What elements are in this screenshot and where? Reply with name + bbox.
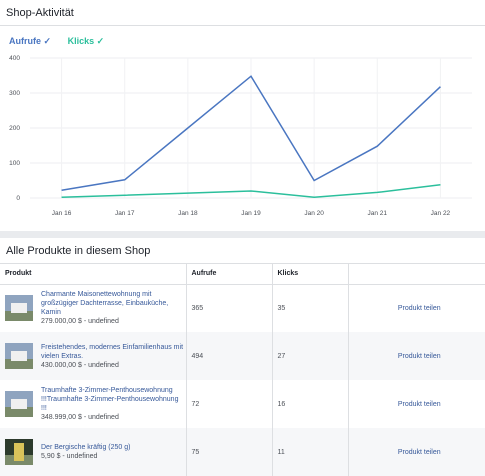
x-tick-label: Jan 16	[52, 210, 72, 217]
x-tick-label: Jan 18	[178, 210, 198, 217]
activity-title: Shop-Aktivität	[0, 0, 485, 26]
clicks-cell: 16	[272, 380, 349, 428]
y-tick-label: 200	[9, 125, 20, 132]
clicks-cell: 35	[272, 284, 349, 332]
column-header-views[interactable]: Aufrufe	[186, 264, 273, 285]
check-icon: ✓	[96, 36, 105, 46]
product-thumbnail[interactable]	[5, 391, 33, 417]
x-tick-label: Jan 20	[304, 210, 324, 217]
product-price: 279.000,00 $ - undefined	[41, 318, 119, 326]
product-price: 430.000,00 $ - undefined	[41, 361, 119, 369]
legend-clicks-label: Klicks	[67, 36, 95, 46]
product-thumbnail[interactable]	[5, 295, 33, 322]
column-header-actions	[348, 264, 485, 285]
share-product-link[interactable]: Produkt teilen	[348, 332, 485, 380]
products-table: Produkt Aufrufe Klicks Charmante Maisone…	[0, 264, 485, 476]
table-row: Traumhafte 3-Zimmer-Penthousewohnung !!!…	[0, 380, 485, 428]
products-panel: Alle Produkte in diesem Shop Produkt Auf…	[0, 238, 485, 476]
share-product-link[interactable]: Produkt teilen	[397, 400, 441, 408]
legend-views-label: Aufrufe	[9, 36, 41, 46]
product-thumbnail[interactable]	[5, 439, 33, 465]
product-thumbnail[interactable]	[5, 343, 33, 369]
products-title: Alle Produkte in diesem Shop	[0, 238, 485, 264]
series-line-clicks	[61, 183, 441, 199]
activity-line-chart: 0 100 200 300 400 Jan 16 Jan 17 Jan 18 Jan 19 Jan…	[9, 55, 472, 217]
x-tick-label: Jan 22	[431, 210, 451, 217]
y-tick-label: 400	[9, 55, 20, 62]
y-tick-label: 0	[16, 195, 20, 202]
share-product-link[interactable]: Produkt teilen	[348, 428, 485, 476]
x-tick-label: Jan 19	[241, 210, 261, 217]
product-name-link[interactable]: Charmante Maisonettewohnung mit großzügi…	[41, 291, 169, 317]
clicks-cell: 11	[272, 428, 349, 476]
column-header-clicks[interactable]: Klicks	[272, 264, 349, 285]
column-header-product[interactable]: Produkt	[0, 264, 187, 285]
table-row: Der Bergische kräftig (250 g) 5,90 $ - un…	[0, 428, 485, 476]
y-tick-label: 300	[9, 90, 20, 97]
x-tick-label: Jan 21	[368, 210, 388, 217]
product-price: 5,90 $ - undefined	[41, 453, 98, 460]
product-name-link[interactable]: Traumhafte 3-Zimmer-Penthousewohnung !!!…	[41, 387, 179, 412]
product-name-link[interactable]: Der Bergische kräftig (250 g)	[41, 444, 131, 451]
views-cell: 494	[186, 332, 273, 380]
chart-legend: Aufrufe ✓ Klicks ✓	[9, 36, 118, 47]
shop-activity-panel: Shop-Aktivität Aufrufe ✓ Klicks ✓ 0 100 20…	[0, 0, 485, 231]
check-icon: ✓	[43, 36, 52, 46]
clicks-cell: 27	[272, 332, 349, 380]
views-cell: 72	[186, 380, 273, 428]
product-price: 348.999,00 $ - undefined	[41, 414, 119, 421]
legend-clicks[interactable]: Klicks ✓	[68, 36, 105, 46]
views-cell: 75	[186, 428, 273, 476]
share-product-link[interactable]: Produkt teilen	[397, 304, 441, 312]
y-tick-label: 100	[9, 160, 20, 167]
product-name-link[interactable]: Freistehendes, modernes Einfamilienhaus …	[41, 343, 184, 360]
table-row: Charmante Maisonettewohnung mit großzügi…	[0, 284, 485, 332]
legend-views[interactable]: Aufrufe ✓	[9, 36, 51, 46]
views-cell: 365	[186, 284, 273, 332]
x-tick-label: Jan 17	[115, 210, 135, 217]
table-row: Freistehendes, modernes Einfamilienhaus …	[0, 332, 485, 380]
series-line-views	[61, 75, 441, 192]
